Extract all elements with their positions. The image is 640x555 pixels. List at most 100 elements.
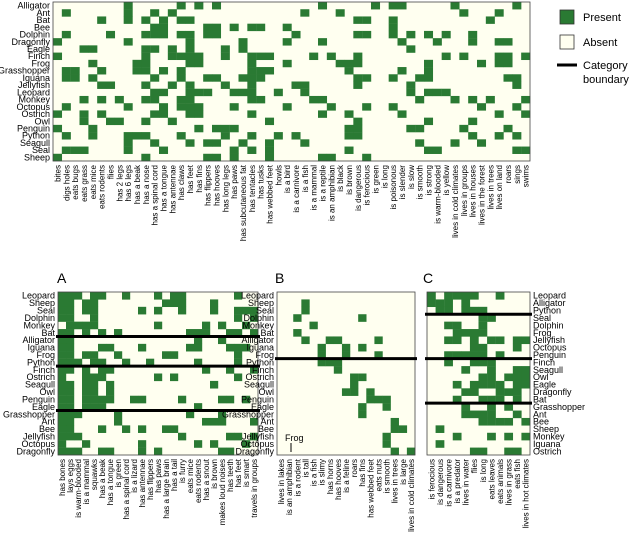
cell-present [141, 153, 151, 162]
row-label-bat: Bat [260, 328, 274, 338]
cell-present [353, 59, 363, 68]
row-label-octopus: Octopus [21, 439, 55, 449]
column-label-flies: flies [106, 165, 115, 179]
row-label-jellyfish: Jellyfish [18, 80, 50, 90]
cell-present [309, 321, 318, 330]
cell-present [487, 395, 496, 404]
cell-present [427, 299, 436, 308]
cell-present [291, 81, 301, 89]
row-label-sheep: Sheep [29, 298, 55, 308]
cell-present [362, 74, 372, 82]
cell-present [141, 95, 151, 104]
cell-present [90, 321, 99, 330]
cell-present [176, 95, 186, 104]
cell-present [61, 103, 71, 111]
row-label-iguana: Iguana [246, 343, 274, 353]
cell-present [138, 343, 147, 352]
cell-present [82, 403, 91, 411]
cell-present [203, 23, 213, 32]
cell-present [114, 351, 123, 359]
cell-present [300, 81, 310, 89]
cell-present [325, 336, 335, 345]
cell-present [427, 292, 436, 300]
column-label-has-hooves: has hooves [212, 165, 221, 206]
column-label-lives-in-trees: lives in trees [391, 459, 400, 503]
cell-present [452, 351, 462, 359]
column-label-bites: bites [53, 165, 62, 182]
cell-present [194, 440, 203, 448]
cell-present [212, 153, 222, 162]
cell-present [444, 336, 453, 345]
cell-present [247, 67, 257, 75]
cell-present [82, 380, 91, 389]
cell-present [234, 343, 243, 352]
cell-present [176, 67, 186, 75]
cell-present [66, 299, 75, 308]
row-label-leopard: Leopard [17, 87, 50, 97]
cell-present [97, 95, 107, 104]
cell-present [178, 306, 187, 315]
cell-present [358, 373, 367, 382]
cell-present [452, 329, 462, 337]
column-label-has-bones: has bones [58, 459, 67, 496]
cell-present [478, 321, 488, 330]
cell-present [250, 329, 259, 337]
cell-present [341, 343, 351, 352]
cell-present [212, 2, 222, 10]
column-label-has-horns: has horns [326, 459, 335, 494]
column-label-has-feet: has feet [234, 458, 243, 487]
cell-present [495, 417, 505, 426]
cell-present [435, 306, 445, 315]
cell-present [58, 380, 67, 389]
cell-present [226, 343, 235, 352]
cell-present [79, 95, 89, 104]
row-label-jellyfish: Jellyfish [242, 431, 274, 441]
cell-present [141, 81, 151, 89]
cell-present [53, 153, 63, 162]
cell-present [469, 351, 479, 359]
cell-present [406, 45, 416, 53]
cell-present [494, 132, 504, 140]
cell-present [293, 314, 302, 322]
column-label-eats-mice: eats mice [186, 458, 195, 493]
row-label-bee: Bee [258, 424, 274, 434]
cell-present [344, 110, 354, 118]
row-label-dolphin: Dolphin [533, 320, 564, 330]
row-label-eagle: Eagle [533, 380, 556, 390]
cell-present [282, 103, 292, 111]
cell-present [503, 52, 513, 61]
legend-absent-label: Absent [583, 37, 617, 49]
cell-present [452, 432, 462, 441]
cell-present [487, 366, 496, 374]
cell-present [388, 103, 398, 111]
row-label-ostrich: Ostrich [533, 446, 562, 456]
row-label-bee: Bee [39, 424, 55, 434]
cell-present [397, 67, 407, 75]
cell-present [123, 38, 133, 46]
row-label-frog: Frog [533, 328, 552, 338]
cell-present [435, 440, 445, 448]
row-label-ant: Ant [260, 417, 274, 427]
cell-present [469, 358, 479, 367]
cell-present [132, 59, 142, 68]
cell-present [58, 292, 67, 300]
column-label-is-a-fish: is a fish [310, 459, 319, 486]
cell-present [452, 380, 462, 389]
cell-present [159, 146, 169, 154]
column-label-eats-leaves: eats leaves [487, 459, 496, 499]
legend-boundary-label-1: Category [583, 60, 628, 72]
cell-present [178, 432, 187, 441]
row-label-seagull: Seagull [25, 380, 55, 390]
row-label-finch: Finch [533, 357, 555, 367]
row-label-grasshopper: Grasshopper [3, 409, 55, 419]
cell-present [154, 321, 163, 330]
cell-present [234, 351, 243, 359]
cell-present [186, 329, 195, 337]
cell-present [521, 380, 531, 389]
cell-present [242, 306, 251, 315]
cell-present [186, 343, 195, 352]
cell-present [210, 380, 219, 389]
column-label-lives-in-groups: lives in groups [460, 165, 469, 216]
row-label-owl: Owl [533, 372, 549, 382]
cell-present [159, 23, 169, 32]
